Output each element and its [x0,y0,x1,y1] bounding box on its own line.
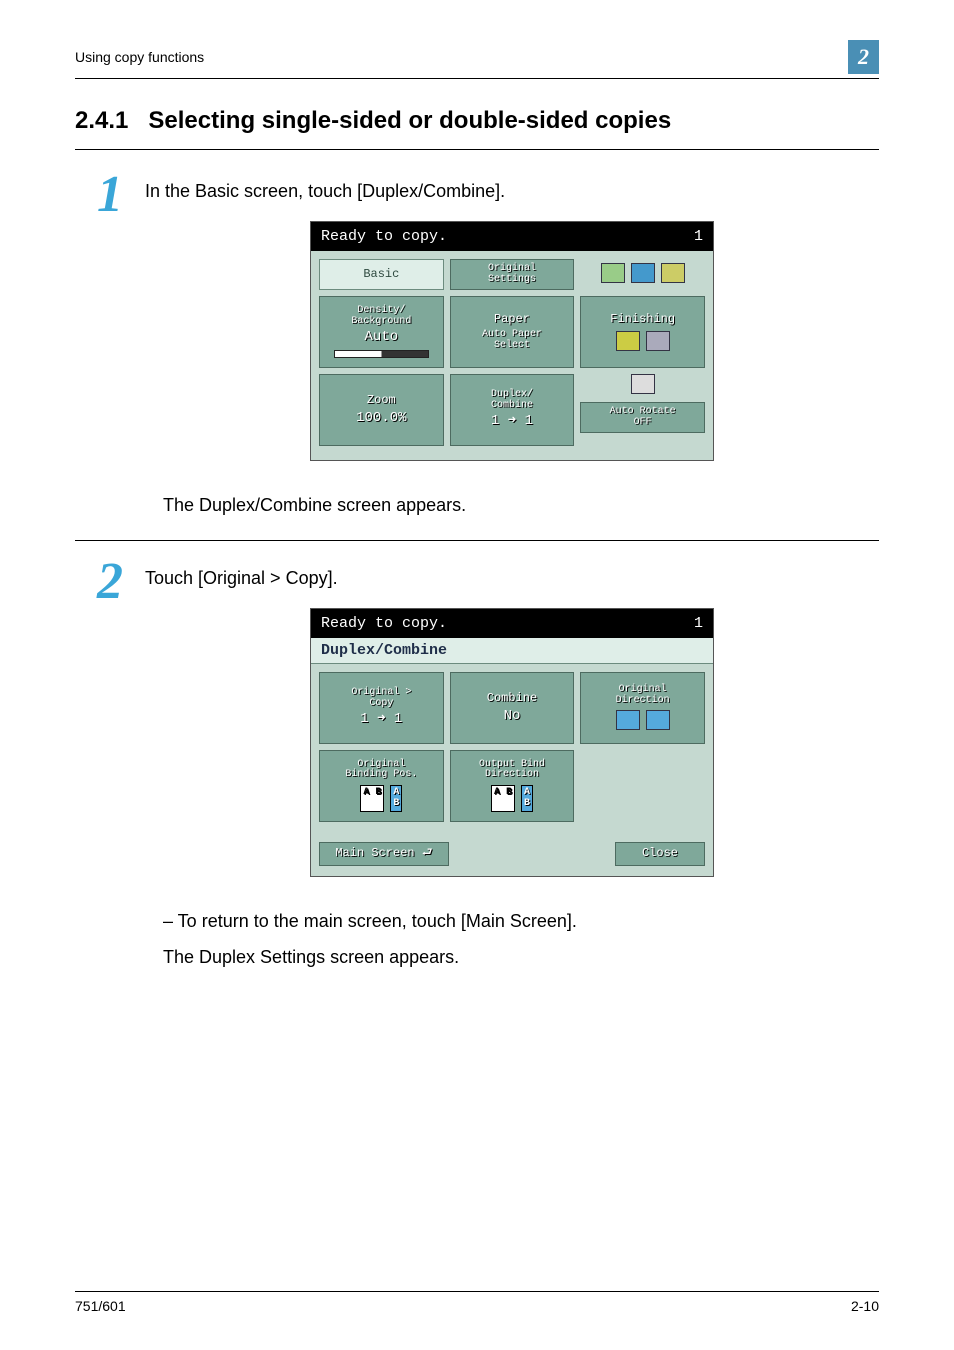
step-1: 1 In the Basic screen, touch [Duplex/Com… [75,172,879,481]
title-rule [75,149,879,150]
step-number-2: 2 [75,559,145,606]
finishing-icon-2 [646,331,670,351]
section-title: 2.4.1 Selecting single-sided or double-s… [75,107,879,135]
main-screen-button[interactable]: Main Screen ⮐ [319,842,449,866]
zoom-button[interactable]: Zoom 100.0% [319,374,444,446]
rotate-icon [631,374,655,394]
punch-icon [661,263,685,283]
footer-right: 2-10 [851,1298,879,1314]
breadcrumb: Using copy functions [75,49,204,65]
orient-portrait-icon [616,710,640,730]
close-button[interactable]: Close [615,842,705,866]
status-bar-2: Ready to copy. 1 [311,609,713,638]
copier-panel-duplex: Ready to copy. 1 Duplex/Combine Original… [310,608,714,877]
original-copy-button[interactable]: Original > Copy 1 ➜ 1 [319,672,444,744]
blank [580,750,705,822]
density-button[interactable]: Density/ Background Auto [319,296,444,368]
combine-button[interactable]: Combine No [450,672,575,744]
step-2: 2 Touch [Original > Copy]. Ready to copy… [75,559,879,897]
orient-landscape-icon [646,710,670,730]
step2-after: The Duplex Settings screen appears. [163,943,879,972]
panel-title: Duplex/Combine [311,638,713,664]
page-footer: 751/601 2-10 [75,1291,879,1314]
step1-text: In the Basic screen, touch [Duplex/Combi… [145,178,879,205]
density-bar-icon [334,350,429,358]
output-binding-button[interactable]: Output Bind Direction A BAB [450,750,575,822]
copier-panel-basic: Ready to copy. 1 Basic Original Settings… [310,221,714,461]
original-direction-button[interactable]: Original Direction [580,672,705,744]
chapter-badge: 2 [848,40,879,74]
status-bar: Ready to copy. 1 [311,222,713,251]
auto-rotate-button[interactable]: Auto Rotate OFF [580,402,705,433]
icons-topright [580,259,705,290]
staple-icon [631,263,655,283]
ab-horiz-icon: A B [360,785,384,812]
ab-vert-icon-2: AB [521,785,533,812]
section-heading: Selecting single-sided or double-sided c… [148,107,671,134]
step2-bullet: – To return to the main screen, touch [M… [163,907,879,936]
ab-vert-icon: AB [390,785,402,812]
step1-after: The Duplex/Combine screen appears. [163,491,879,520]
status-text-2: Ready to copy. [321,615,447,632]
tab-original-settings[interactable]: Original Settings [450,259,575,290]
step2-text: Touch [Original > Copy]. [145,565,879,592]
finishing-button[interactable]: Finishing [580,296,705,368]
section-number: 2.4.1 [75,107,128,134]
step-number-1: 1 [75,172,145,219]
page-header: Using copy functions 2 [75,40,879,79]
duplex-combine-button[interactable]: Duplex/ Combine 1 ➜ 1 [450,374,575,446]
step-divider [75,540,879,541]
original-binding-button[interactable]: Original Binding Pos. A BAB [319,750,444,822]
orientation-icon [601,263,625,283]
copy-count-2: 1 [694,615,703,632]
paper-button[interactable]: Paper Auto Paper Select [450,296,575,368]
ab-horiz-icon-2: A B [491,785,515,812]
status-text: Ready to copy. [321,228,447,245]
tab-basic[interactable]: Basic [319,259,444,290]
finishing-icon-1 [616,331,640,351]
copy-count: 1 [694,228,703,245]
footer-left: 751/601 [75,1298,126,1314]
